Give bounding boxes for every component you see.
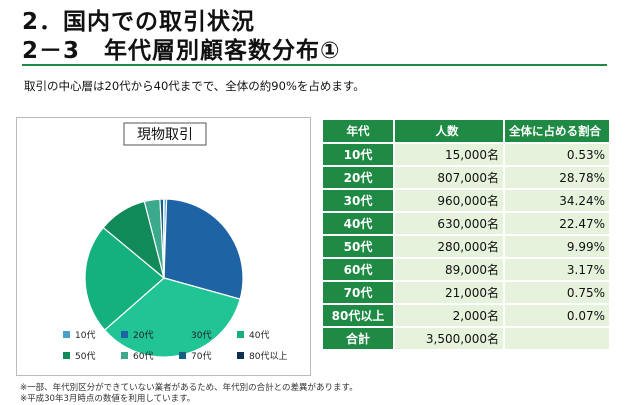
table-body: 10代 15,000名 0.53% 20代 807,000名 28.78% 30代 960,0… <box>323 144 609 349</box>
pie-chart: 現物取引 <box>84 122 244 358</box>
legend-label: 80代以上 <box>249 352 288 362</box>
legend-row: 50代 60代 70代 80代以上 <box>63 349 303 362</box>
legend-swatch <box>121 331 128 338</box>
share-cell: 28.78% <box>505 167 609 188</box>
table-row: 70代 21,000名 0.75% <box>323 282 609 303</box>
table-row: 40代 630,000名 22.47% <box>323 213 609 234</box>
count-cell: 280,000名 <box>395 236 505 257</box>
legend-item: 50代 <box>63 349 121 362</box>
footnote-1: ※一部、年代別区分ができていない業者があるため、年代別の合計との差異があります。 <box>20 383 358 393</box>
share-cell: 22.47% <box>505 213 609 234</box>
title-divider <box>22 64 607 66</box>
legend-label: 10代 <box>75 331 96 341</box>
page-title: 2．国内での取引状況 <box>22 9 256 35</box>
legend-item: 70代 <box>179 349 237 362</box>
age-cell: 30代 <box>323 190 395 211</box>
legend-label: 70代 <box>191 352 212 362</box>
legend-item: 40代 <box>237 328 295 341</box>
share-cell: 9.99% <box>505 236 609 257</box>
legend-swatch <box>237 331 244 338</box>
count-cell: 960,000名 <box>395 190 505 211</box>
legend-swatch <box>179 352 186 359</box>
age-cell: 60代 <box>323 259 395 280</box>
age-distribution-table: 年代 人数 全体に占める割合 10代 15,000名 0.53% 20代 807,000… <box>323 118 609 351</box>
chart-legend: 10代 20代 30代 40代 50代 60代 70代 80代以上 <box>63 328 303 370</box>
count-cell: 15,000名 <box>395 144 505 165</box>
legend-label: 20代 <box>133 331 154 341</box>
age-cell: 40代 <box>323 213 395 234</box>
chart-title: 現物取引 <box>137 127 193 143</box>
share-cell: 3.17% <box>505 259 609 280</box>
share-cell: 0.07% <box>505 305 609 326</box>
legend-item: 80代以上 <box>237 349 295 362</box>
count-cell: 630,000名 <box>395 213 505 234</box>
legend-label: 50代 <box>75 352 96 362</box>
age-cell: 10代 <box>323 144 395 165</box>
table-row: 80代以上 2,000名 0.07% <box>323 305 609 326</box>
lead-text: 取引の中心層は20代から40代までで、全体の約90%を占めます。 <box>24 79 365 93</box>
legend-swatch <box>237 352 244 359</box>
header-age: 年代 <box>323 120 395 142</box>
pie-chart-panel: 現物取引 10代 20代 30代 40代 50代 60代 70代 80代以上 <box>16 117 311 376</box>
legend-row: 10代 20代 30代 40代 <box>63 328 303 341</box>
count-cell: 807,000名 <box>395 167 505 188</box>
chart-title-box <box>123 122 207 146</box>
count-cell: 21,000名 <box>395 282 505 303</box>
pie-slice <box>163 198 244 300</box>
share-cell: 0.53% <box>505 144 609 165</box>
total-share <box>505 328 609 349</box>
header-count: 人数 <box>395 120 505 142</box>
legend-label: 30代 <box>191 331 212 341</box>
legend-swatch <box>121 352 128 359</box>
table-row: 20代 807,000名 28.78% <box>323 167 609 188</box>
header-share: 全体に占める割合 <box>505 120 609 142</box>
count-cell: 89,000名 <box>395 259 505 280</box>
table-header-row: 年代 人数 全体に占める割合 <box>323 120 609 142</box>
legend-item: 20代 <box>121 328 179 341</box>
legend-item: 10代 <box>63 328 121 341</box>
legend-item: 60代 <box>121 349 179 362</box>
legend-item: 30代 <box>179 328 237 341</box>
legend-label: 40代 <box>249 331 270 341</box>
total-count: 3,500,000名 <box>395 328 505 349</box>
age-cell: 80代以上 <box>323 305 395 326</box>
legend-label: 60代 <box>133 352 154 362</box>
table-row: 60代 89,000名 3.17% <box>323 259 609 280</box>
share-cell: 34.24% <box>505 190 609 211</box>
age-cell: 50代 <box>323 236 395 257</box>
table-total-row: 合計 3,500,000名 <box>323 328 609 349</box>
pie-slices <box>84 198 244 358</box>
legend-swatch <box>63 331 70 338</box>
age-cell: 70代 <box>323 282 395 303</box>
table-row: 50代 280,000名 9.99% <box>323 236 609 257</box>
footnote-2: ※平成30年3月時点の数値を利用しています。 <box>20 394 196 404</box>
page-subtitle: 2－3 年代層別顧客数分布① <box>22 38 341 64</box>
share-cell: 0.75% <box>505 282 609 303</box>
legend-swatch <box>63 352 70 359</box>
table-row: 10代 15,000名 0.53% <box>323 144 609 165</box>
legend-swatch <box>179 331 186 338</box>
age-cell: 20代 <box>323 167 395 188</box>
count-cell: 2,000名 <box>395 305 505 326</box>
pie-slice <box>84 226 165 331</box>
table-row: 30代 960,000名 34.24% <box>323 190 609 211</box>
total-label: 合計 <box>323 328 395 349</box>
